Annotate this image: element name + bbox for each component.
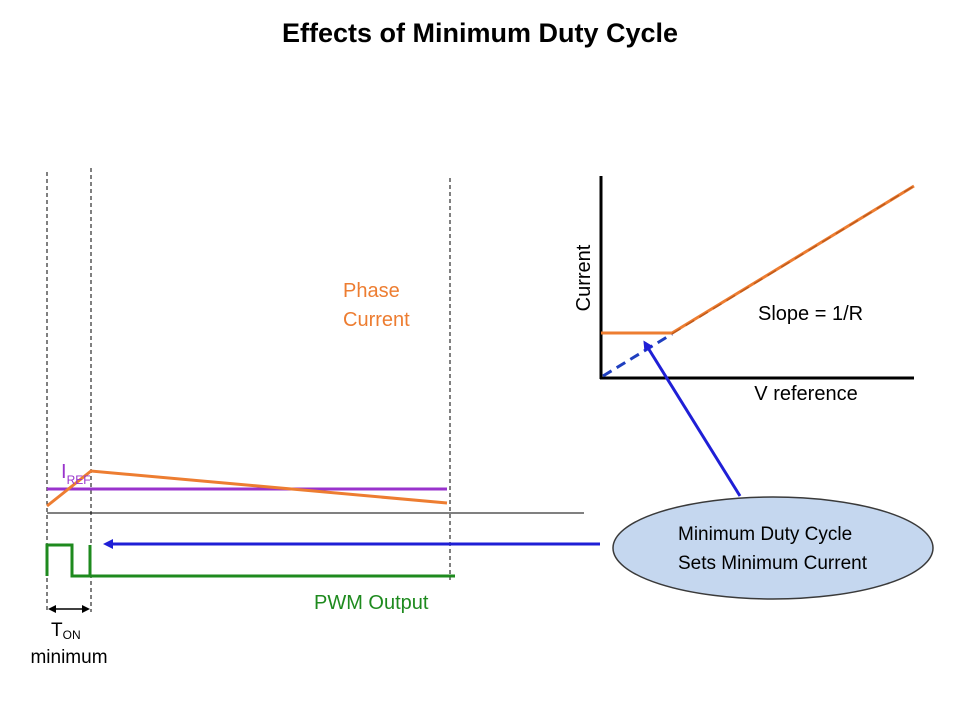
callout-text-line1: Minimum Duty Cycle: [678, 524, 852, 545]
graph-y-axis-label: Current: [573, 244, 595, 311]
callout-ellipse: [612, 496, 934, 600]
phase-current-waveform: [46, 469, 448, 508]
slope-label: Slope = 1/R: [758, 303, 863, 325]
ton-minimum-label: minimum: [30, 647, 107, 668]
ton-arrowhead-right: [82, 605, 90, 613]
pwm-output-waveform: [45, 543, 455, 578]
phase-current-label-line1: Phase: [343, 280, 400, 302]
phase-current-label-line2: Current: [343, 309, 410, 331]
pwm-output-label: PWM Output: [314, 592, 429, 614]
iref-label: IREF: [61, 461, 91, 487]
graph-x-axis-label: V reference: [754, 383, 857, 405]
ton-label: TON: [51, 620, 81, 642]
ideal-current-dashed-line: [602, 332, 673, 378]
page-title: Effects of Minimum Duty Cycle: [282, 18, 678, 48]
actual-current-curve: [601, 184, 915, 335]
callout-text-line2: Sets Minimum Current: [678, 553, 868, 574]
ton-arrowhead-left: [48, 605, 56, 613]
min-current-pointer-arrow: [643, 340, 742, 497]
